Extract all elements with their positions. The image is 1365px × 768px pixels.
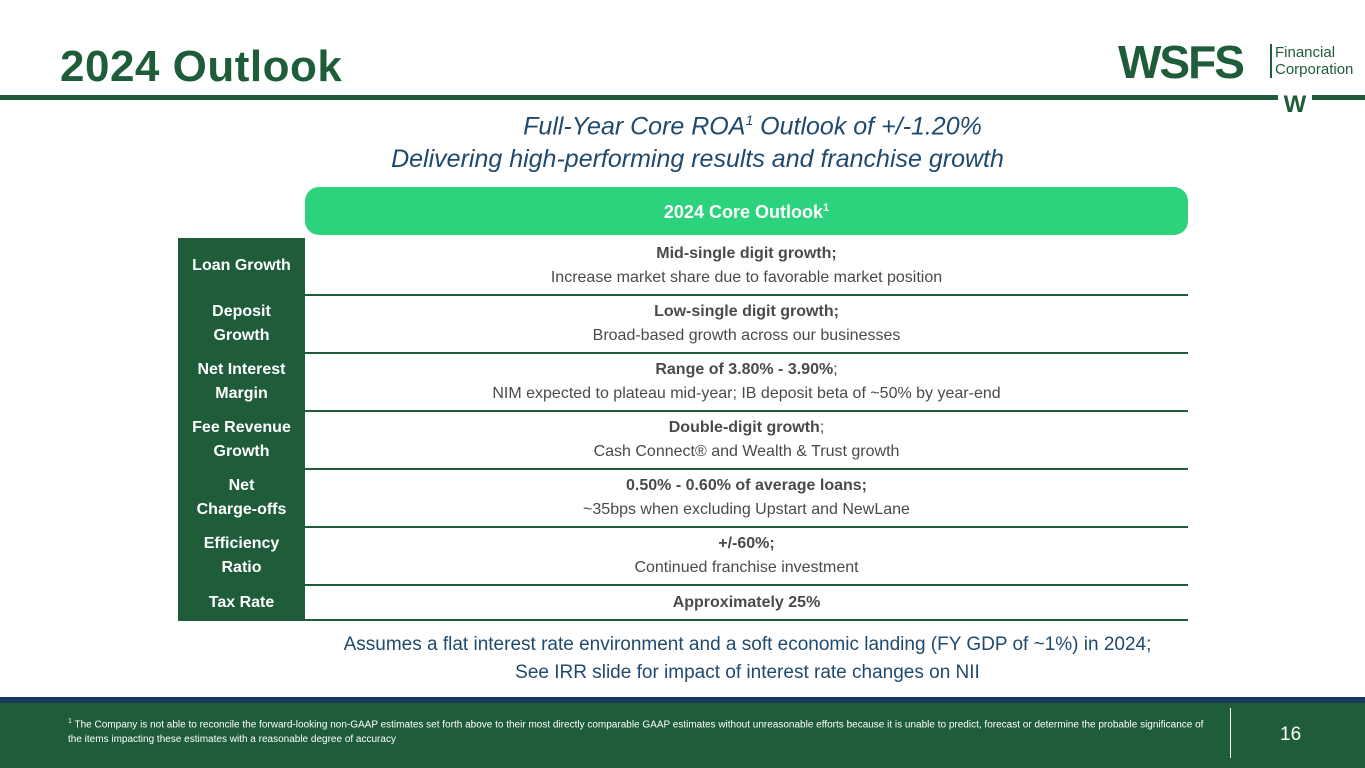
table-row: Efficiency Ratio +/-60%; Continued franc… — [178, 528, 1188, 586]
table-row: Loan Growth Mid-single digit growth; Inc… — [178, 238, 1188, 296]
row-headline: +/-60%; — [718, 535, 775, 552]
row-detail: Continued franchise investment — [634, 559, 859, 576]
row-value: Range of 3.80% - 3.90%; NIM expected to … — [305, 354, 1188, 410]
logo-subtitle: Financial Corporation — [1270, 44, 1353, 78]
title-divider — [0, 95, 1365, 100]
row-label: Loan Growth — [178, 238, 305, 294]
row-headline: Approximately 25% — [672, 593, 821, 611]
row-value: Double-digit growth; Cash Connect® and W… — [305, 412, 1188, 468]
row-value: Mid-single digit growth; Increase market… — [305, 238, 1188, 294]
assumption-line1: Assumes a flat interest rate environment… — [343, 634, 1152, 655]
table-row: Fee Revenue Growth Double-digit growth; … — [178, 412, 1188, 470]
footer-top-stripe — [0, 697, 1365, 703]
row-value: Low-single digit growth; Broad-based gro… — [305, 296, 1188, 352]
logo-sub-line2: Corporation — [1275, 61, 1354, 78]
footer-band — [0, 697, 1365, 768]
row-label: Net Charge-offs — [178, 470, 305, 526]
row-headline-tail: ; — [819, 419, 825, 436]
subtitle-roa: Full-Year Core ROA1 Outlook of +/-1.20% — [70, 112, 1365, 141]
row-value: +/-60%; Continued franchise investment — [305, 528, 1188, 584]
logo-brand-text: WSFS — [1118, 36, 1245, 88]
row-detail: Cash Connect® and Wealth & Trust growth — [593, 443, 900, 460]
core-outlook-label: 2024 Core Outlook — [663, 202, 823, 222]
row-headline: 0.50% - 0.60% of average loans; — [626, 477, 867, 494]
wsfs-logo: WSFS Financial Corporation W — [1118, 36, 1358, 120]
row-label: Fee Revenue Growth — [178, 412, 305, 468]
subtitle-roa-post: Outlook of +/-1.20% — [753, 112, 982, 141]
core-outlook-sup: 1 — [822, 202, 830, 214]
footnote: 1 The Company is not able to reconcile t… — [68, 714, 1218, 747]
row-headline: Low-single digit growth; — [654, 303, 839, 320]
row-label: Efficiency Ratio — [178, 528, 305, 584]
page-title: 2024 Outlook — [60, 42, 343, 91]
logo-sub-line1: Financial — [1275, 44, 1336, 61]
subtitle-roa-pre: Full-Year Core ROA — [523, 112, 746, 141]
table-row: Deposit Growth Low-single digit growth; … — [178, 296, 1188, 354]
row-headline: Double-digit growth — [668, 419, 820, 436]
logo-w-mark: W — [1278, 91, 1312, 118]
logo-w-letter: W — [1283, 91, 1307, 118]
row-detail: Increase market share due to favorable m… — [550, 269, 943, 286]
core-outlook-header: 2024 Core Outlook1 — [305, 187, 1188, 235]
row-headline: Mid-single digit growth; — [656, 245, 837, 262]
footnote-sup: 1 — [68, 718, 72, 725]
footer-divider — [1230, 708, 1231, 758]
row-label: Deposit Growth — [178, 296, 305, 352]
row-label: Net Interest Margin — [178, 354, 305, 410]
table-row: Net Interest Margin Range of 3.80% - 3.9… — [178, 354, 1188, 412]
page-number: 16 — [1280, 724, 1302, 745]
assumption-line2: See IRR slide for impact of interest rat… — [515, 662, 980, 683]
row-detail: NIM expected to plateau mid-year; IB dep… — [492, 385, 1001, 402]
row-headline: Range of 3.80% - 3.90% — [655, 361, 834, 378]
row-value: Approximately 25% — [305, 586, 1188, 619]
row-detail: ~35bps when excluding Upstart and NewLan… — [583, 501, 910, 518]
row-headline-tail: ; — [833, 361, 838, 378]
table-row: Net Charge-offs 0.50% - 0.60% of average… — [178, 470, 1188, 528]
row-detail: Broad-based growth across our businesses — [592, 327, 901, 344]
row-value: 0.50% - 0.60% of average loans; ~35bps w… — [305, 470, 1188, 526]
subtitle-tagline: Delivering high-performing results and f… — [391, 145, 1004, 173]
row-label: Tax Rate — [178, 586, 305, 619]
subtitle-roa-sup: 1 — [745, 112, 754, 128]
footnote-text: The Company is not able to reconcile the… — [68, 719, 1204, 746]
table-row: Tax Rate Approximately 25% — [178, 586, 1188, 621]
outlook-table: Loan Growth Mid-single digit growth; Inc… — [178, 238, 1188, 621]
